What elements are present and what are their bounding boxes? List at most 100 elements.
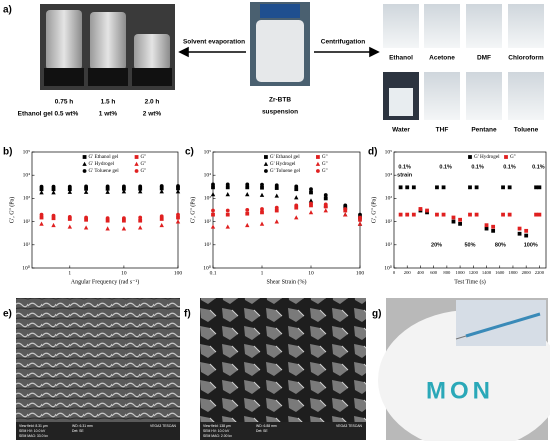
marker [458, 217, 462, 222]
marker [405, 212, 410, 217]
marker [308, 198, 314, 203]
marker [245, 182, 250, 187]
y-tick-label: 10⁰ [22, 264, 31, 271]
marker [225, 208, 230, 213]
marker [294, 203, 299, 208]
marker [51, 222, 56, 228]
marker [260, 182, 264, 187]
marker [343, 212, 348, 217]
marker [294, 205, 299, 210]
marker [507, 185, 512, 190]
marker [474, 212, 479, 217]
marker [84, 186, 88, 191]
marker [537, 212, 542, 217]
x-tick-label: 2200 [535, 270, 545, 275]
gel-photo [378, 298, 550, 441]
x-tick-label: 0.1 [210, 270, 217, 276]
marker [294, 215, 299, 220]
marker [159, 214, 164, 219]
solvent-label: THF [436, 127, 449, 134]
marker [176, 215, 180, 220]
time-label: 2.0 h [145, 99, 160, 106]
marker [468, 155, 472, 159]
annotation: 0.1% [503, 165, 516, 171]
panel-label: c) [185, 147, 194, 158]
y-tick-label: 10³ [385, 196, 393, 202]
marker [39, 190, 44, 195]
legend-label: G'' [322, 161, 328, 167]
marker [260, 207, 264, 211]
marker [274, 205, 279, 210]
marker [343, 207, 348, 211]
marker [308, 210, 314, 215]
sem-info: VEGA3 TESCAN [336, 424, 362, 428]
marker [105, 189, 110, 194]
marker [105, 218, 110, 223]
x-tick-label: 600 [430, 270, 438, 275]
annotation: 0.1% [439, 165, 452, 171]
marker [537, 185, 542, 190]
marker [105, 186, 110, 191]
marker [315, 161, 321, 166]
marker [451, 215, 456, 220]
legend-label: G' Toluene gel [89, 168, 120, 174]
marker [159, 189, 164, 194]
legend-label: G'' [141, 168, 147, 174]
x-tick-label: 1000 [455, 270, 465, 275]
solvent-label: Acetone [429, 55, 455, 62]
x-tick-label: 200 [404, 270, 412, 275]
annotation: strain [397, 173, 413, 179]
marker [121, 226, 127, 231]
sem-info: View field: 138 μm [203, 424, 231, 428]
sem-info: SEM MAG: 2.00 kx [203, 434, 232, 438]
marker [309, 201, 313, 206]
marker [210, 224, 216, 229]
concentration-label: 2 wt% [143, 111, 162, 118]
marker [245, 192, 250, 197]
marker [82, 155, 87, 159]
marker [260, 185, 264, 190]
marker [138, 184, 143, 189]
marker [67, 217, 72, 221]
marker [67, 224, 73, 229]
marker [159, 184, 164, 188]
legend-label: G'' [141, 161, 147, 167]
marker [67, 184, 72, 189]
x-tick-label: 1 [261, 270, 264, 276]
marker [245, 222, 250, 228]
marker [501, 212, 505, 217]
marker [245, 207, 250, 212]
marker [51, 184, 56, 189]
solvent-label: DMF [477, 55, 491, 62]
marker [122, 216, 126, 221]
marker [309, 187, 313, 192]
x-tick-label: 100 [356, 270, 365, 276]
suspension-label: suspension [262, 109, 298, 116]
marker [260, 210, 264, 215]
sem-info: View field: 8.31 μm [19, 424, 48, 428]
marker [175, 219, 181, 224]
marker [441, 185, 446, 190]
marker [137, 225, 143, 230]
marker [83, 189, 89, 194]
solvent-label: Pentane [471, 127, 497, 134]
marker [245, 185, 250, 190]
y-tick-label: 10⁵ [204, 149, 212, 155]
marker [343, 203, 348, 208]
x-tick-label: 400 [417, 270, 425, 275]
annotation: 80% [495, 242, 506, 248]
y-axis-label: G', G'' (Pa) [8, 197, 15, 223]
marker [435, 185, 439, 190]
sem-image [200, 298, 366, 440]
marker [398, 185, 403, 190]
legend-label: G'' [322, 168, 328, 174]
y-tick-label: 10¹ [385, 242, 393, 248]
marker [534, 212, 538, 217]
arrow-label: Solvent evaporation [183, 39, 245, 46]
panel-label: f) [184, 309, 191, 320]
plot-frame [393, 151, 547, 269]
marker [137, 189, 143, 194]
marker [210, 192, 216, 197]
marker [138, 186, 143, 191]
